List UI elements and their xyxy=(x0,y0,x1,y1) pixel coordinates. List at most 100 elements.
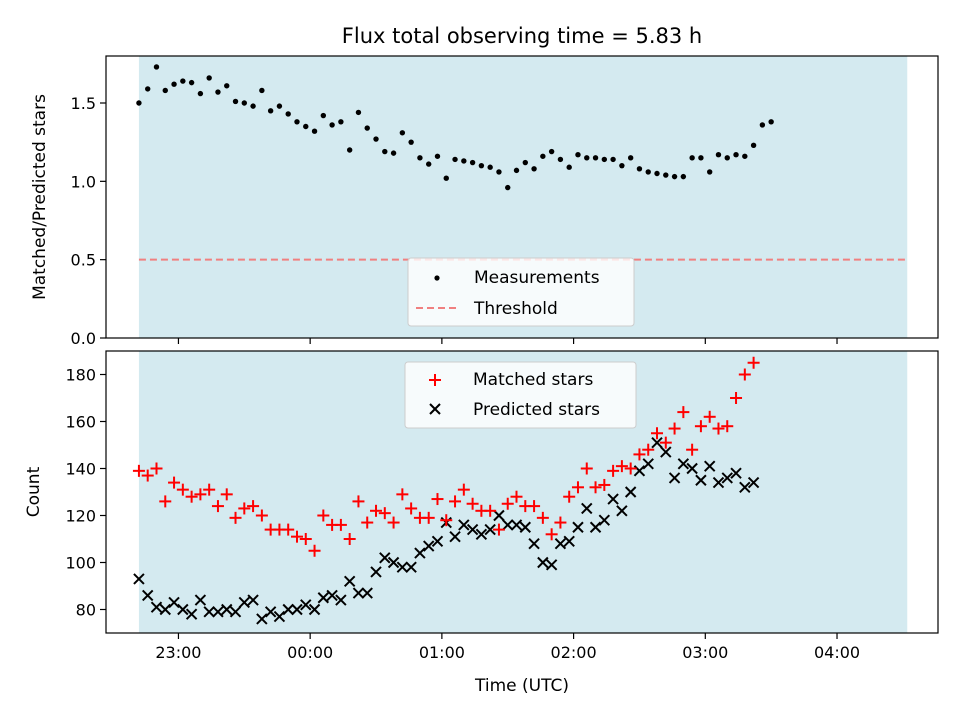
bottom-y-ticks: 80 100 120 140 160 180 xyxy=(65,366,106,620)
bottom-ytick-label: 140 xyxy=(65,460,96,479)
predicted-stars-point xyxy=(431,535,444,548)
measurement-point xyxy=(496,169,502,175)
bottom-legend-box xyxy=(404,361,637,429)
predicted-stars-point xyxy=(449,530,461,543)
predicted-stars-point xyxy=(572,521,584,533)
measurement-point xyxy=(417,155,423,161)
measurement-point xyxy=(513,167,520,174)
matched-stars-point xyxy=(203,483,216,496)
matched-stars-point xyxy=(334,518,347,531)
predicted-stars-point xyxy=(545,559,558,571)
predicted-stars-point xyxy=(142,589,154,602)
predicted-stars-point xyxy=(493,509,505,522)
predicted-stars-point xyxy=(616,505,628,517)
matched-stars-point xyxy=(194,488,207,501)
xtick-label: 00:00 xyxy=(287,643,333,662)
top-ytick-label: 0.5 xyxy=(71,251,96,270)
legend-label-predicted: Predicted stars xyxy=(473,400,600,420)
predicted-stars-point xyxy=(168,596,180,609)
measurement-point xyxy=(601,156,608,163)
predicted-stars-point xyxy=(308,603,321,616)
predicted-stars-point xyxy=(221,603,233,616)
measurement-point xyxy=(364,125,370,131)
measurement-point xyxy=(180,78,186,84)
legend-marker-measurements xyxy=(434,275,440,281)
matched-stars-point xyxy=(651,427,664,440)
measurement-point xyxy=(206,75,212,81)
measurement-point xyxy=(294,119,300,125)
predicted-stars-point xyxy=(695,474,707,486)
matched-stars-point xyxy=(730,392,743,404)
predicted-stars-point xyxy=(537,556,549,569)
matched-stars-point xyxy=(361,516,374,529)
matched-stars-point xyxy=(343,533,356,545)
predicted-stars-point xyxy=(721,472,733,484)
measurement-point xyxy=(224,83,230,89)
measurement-point xyxy=(522,159,528,166)
matched-stars-point xyxy=(528,500,541,513)
measurement-point xyxy=(390,150,397,156)
predicted-stars-point xyxy=(203,606,215,618)
predicted-stars-point xyxy=(317,592,330,604)
top-y-ticks: 0.0 0.5 1.0 1.5 xyxy=(71,94,106,348)
matched-stars-point xyxy=(536,511,549,524)
matched-stars-point xyxy=(633,448,646,461)
matched-stars-point xyxy=(607,464,620,477)
measurement-point xyxy=(153,64,160,70)
measurement-point xyxy=(136,100,142,106)
measurement-point xyxy=(311,128,318,134)
predicted-stars-point xyxy=(185,608,198,620)
matched-stars-point xyxy=(563,490,576,503)
bottom-x-ticks: 23:00 00:00 01:00 02:00 03:00 04:00 xyxy=(155,633,860,662)
matched-stars-point xyxy=(589,481,602,494)
predicted-stars-point xyxy=(282,603,294,616)
predicted-stars-point xyxy=(730,467,742,479)
matched-stars-point xyxy=(659,436,672,449)
measurement-point xyxy=(654,170,660,177)
measurement-point xyxy=(566,164,572,170)
predicted-stars-point xyxy=(686,462,698,475)
matched-stars-point xyxy=(370,504,383,517)
measurement-point xyxy=(636,166,643,172)
measurement-point xyxy=(592,155,599,161)
predicted-stars-point xyxy=(379,552,391,564)
measurement-point xyxy=(320,112,327,119)
predicted-stars-point xyxy=(405,561,417,573)
measurement-point xyxy=(443,175,449,181)
predicted-stars-point xyxy=(484,523,496,536)
bottom-y-axis-label: Count xyxy=(24,466,44,517)
predicted-stars-point xyxy=(677,458,690,470)
matched-stars-point xyxy=(220,488,233,501)
predicted-stars-point xyxy=(256,613,268,625)
measurement-point xyxy=(188,79,195,86)
top-legend: Measurements Threshold xyxy=(407,257,635,327)
measurement-point xyxy=(232,98,239,105)
measurement-point xyxy=(452,156,458,163)
predicted-stars-point xyxy=(607,493,619,505)
predicted-stars-point xyxy=(264,606,277,618)
predicted-stars-point xyxy=(519,521,531,533)
predicted-stars-point xyxy=(273,610,286,623)
measurement-point xyxy=(645,169,651,175)
predicted-stars-point xyxy=(422,540,435,552)
matched-stars-point xyxy=(238,502,251,515)
matched-stars-point xyxy=(317,509,330,522)
matched-stars-point xyxy=(282,523,295,536)
top-x-ticks xyxy=(177,338,838,344)
matched-stars-point xyxy=(484,504,497,517)
predicted-stars-point xyxy=(528,537,540,550)
predicted-stars-point xyxy=(159,603,171,616)
predicted-stars-point xyxy=(133,573,145,585)
predicted-stars-point xyxy=(238,596,251,609)
predicted-stars-point xyxy=(712,476,725,489)
matched-stars-point xyxy=(255,509,268,522)
bottom-axes-frame xyxy=(105,350,939,634)
matched-stars-point xyxy=(624,462,637,475)
matched-stars-point xyxy=(738,368,751,381)
matched-stars-point xyxy=(686,443,699,456)
matched-stars-point xyxy=(308,544,321,557)
matched-stars-point xyxy=(159,495,172,508)
matched-stars-point xyxy=(492,523,505,536)
predicted-stars-point xyxy=(414,547,426,559)
